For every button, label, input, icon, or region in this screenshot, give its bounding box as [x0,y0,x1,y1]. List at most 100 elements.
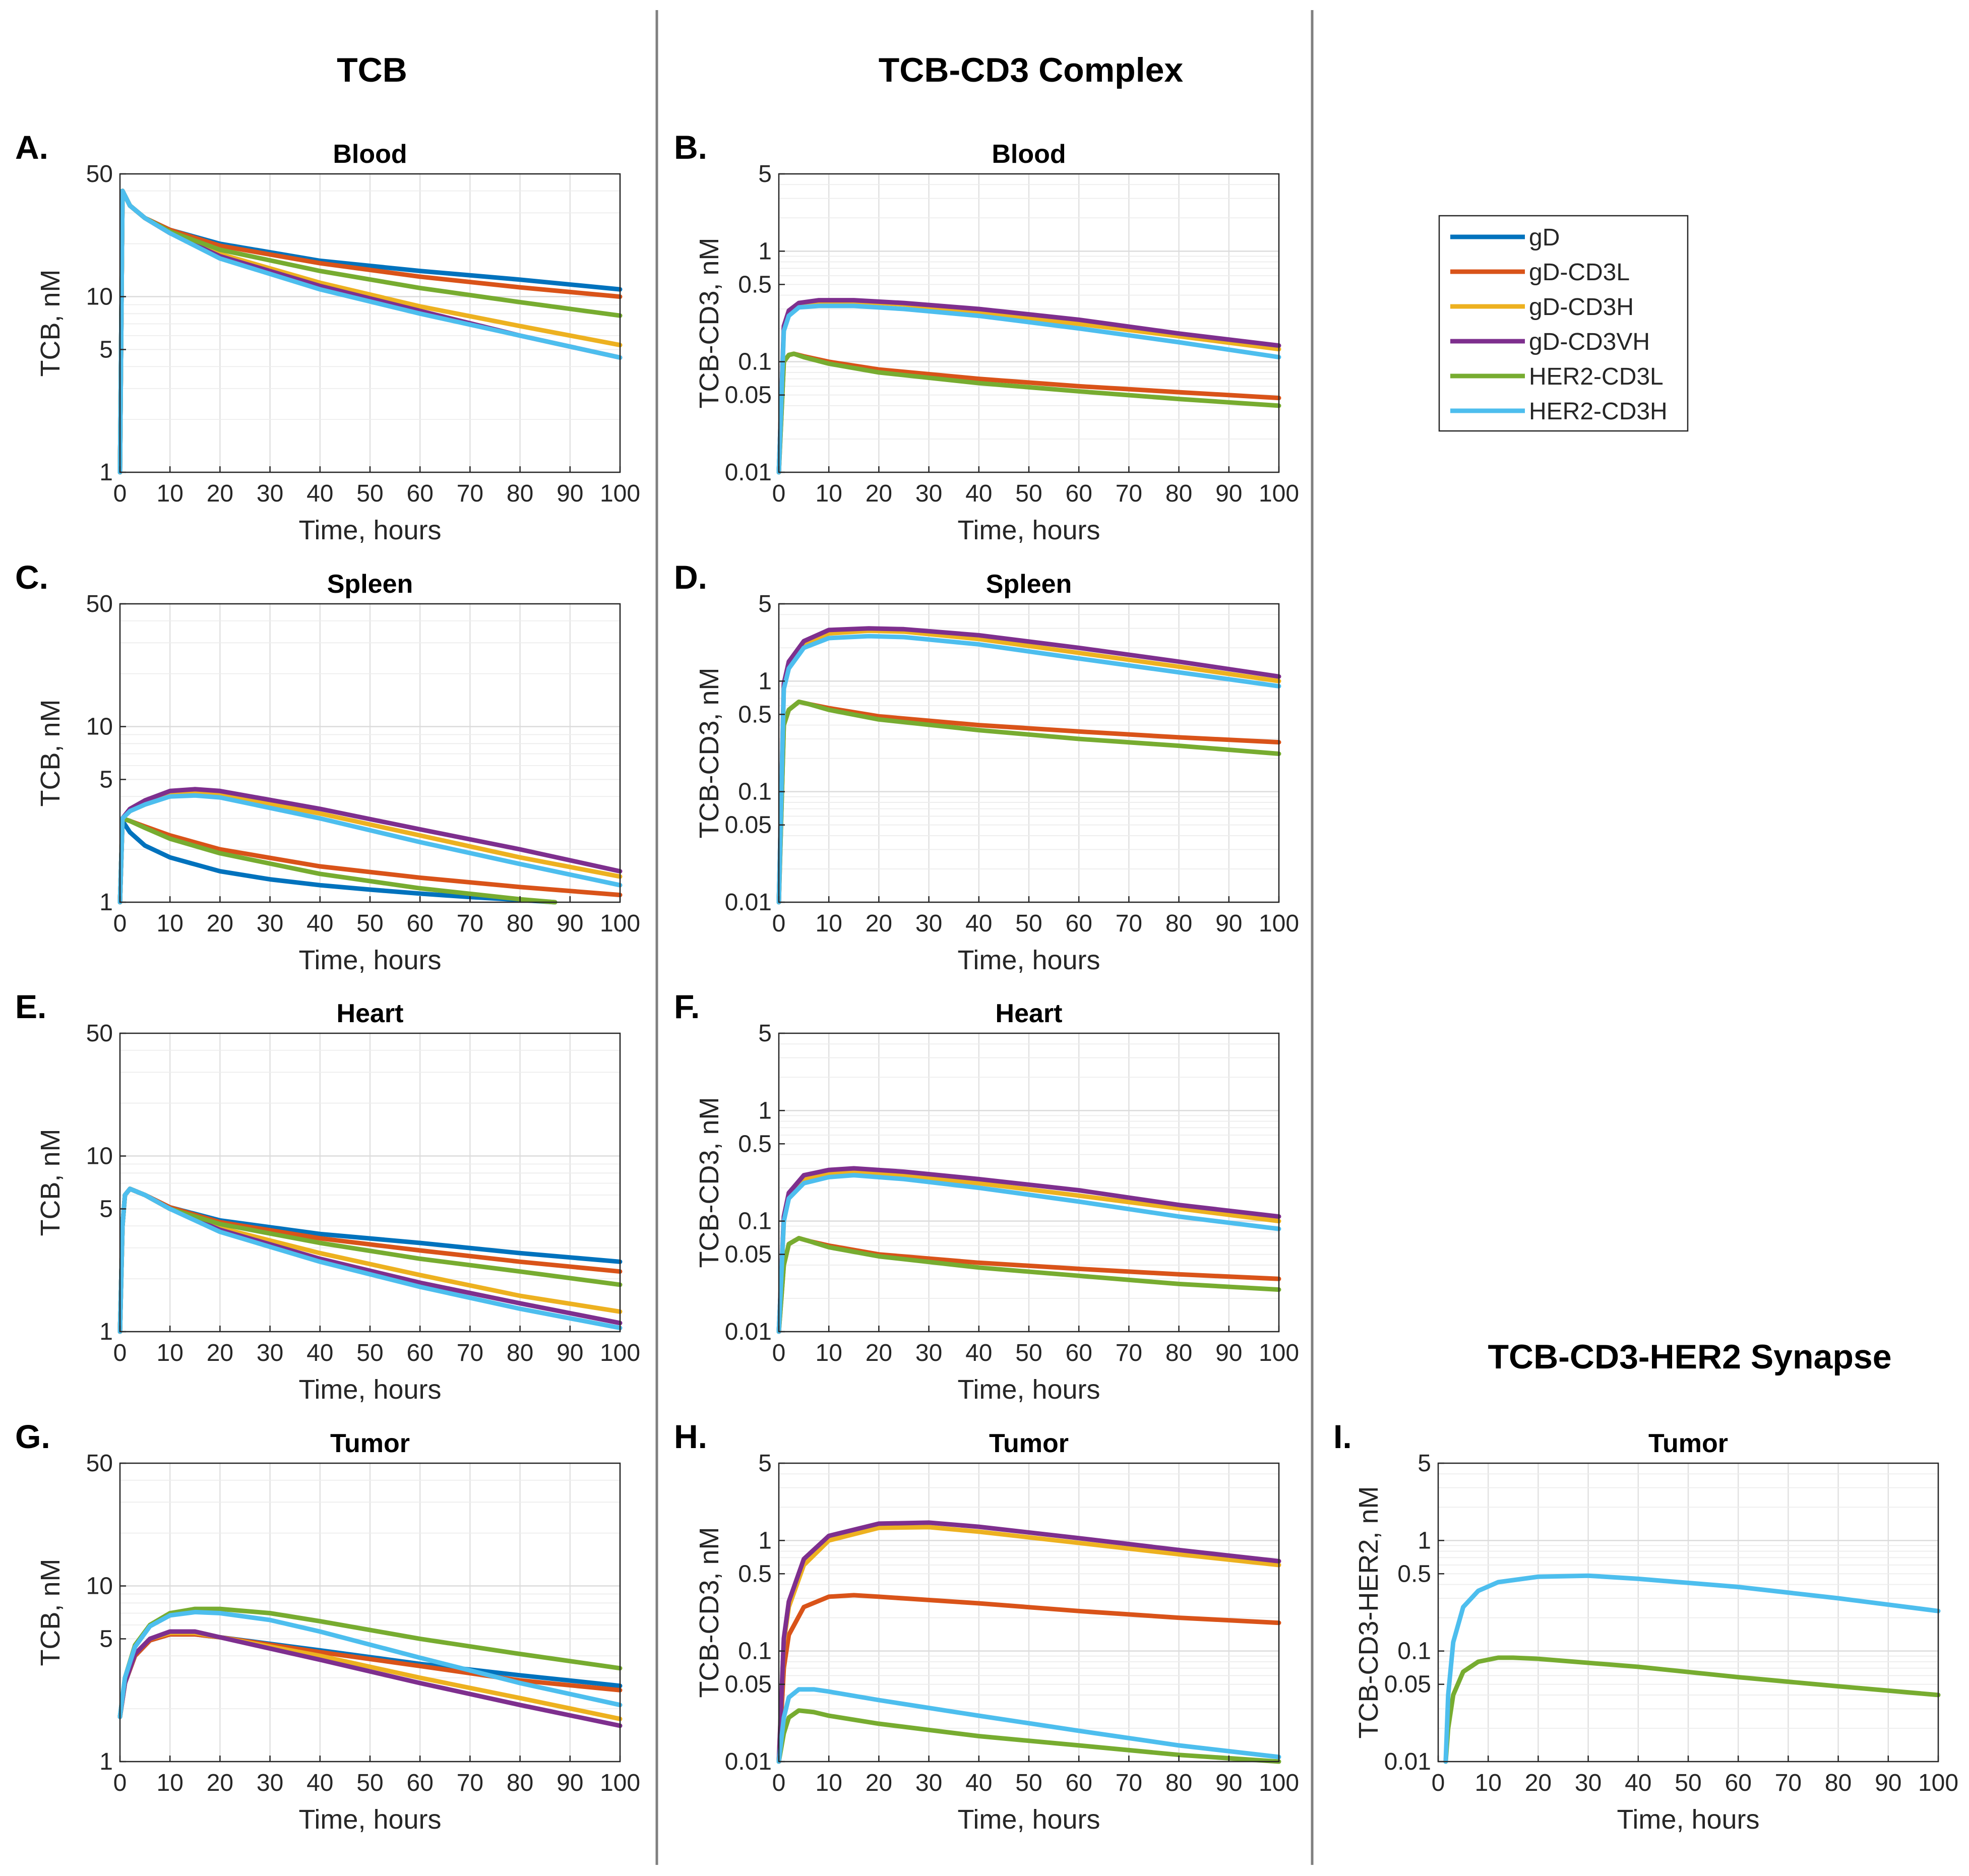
y-tick-label: 0.01 [725,1319,772,1345]
x-tick-label: 50 [1675,1770,1701,1796]
x-tick-label: 0 [772,910,786,937]
y-tick-label: 1 [758,668,772,695]
x-tick-label: 0 [772,1770,786,1796]
x-tick-label: 90 [1215,910,1242,937]
x-axis-label: Time, hours [957,945,1100,975]
x-tick-label: 100 [600,910,640,937]
x-tick-label: 80 [507,1340,533,1366]
x-tick-label: 30 [257,1340,283,1366]
x-tick-label: 60 [407,480,434,507]
x-tick-label: 30 [915,910,942,937]
y-tick-label: 10 [86,714,113,740]
x-tick-label: 90 [557,480,583,507]
panel-letter: C. [15,558,48,596]
legend-label: HER2-CD3H [1529,398,1668,425]
series-line-her2-cd3l [776,1236,1281,1334]
y-axis-label: TCB-CD3, nM [694,667,724,838]
y-tick-label: 0.01 [725,459,772,486]
x-tick-label: 80 [1165,1340,1192,1366]
x-tick-label: 20 [866,480,892,507]
series-line-her2-cd3l [776,351,1281,475]
panel-title: Blood [992,140,1066,169]
y-tick-label: 50 [86,1450,113,1477]
x-tick-label: 70 [457,1340,483,1366]
panel-letter: F. [674,988,700,1025]
grid [778,603,1280,903]
grid [119,173,621,473]
y-tick-label: 1 [758,1097,772,1124]
x-axis-label: Time, hours [298,1804,441,1835]
panel-title: Tumor [330,1429,410,1458]
legend-label: gD-CD3H [1529,294,1634,321]
x-tick-label: 10 [157,910,183,937]
x-tick-label: 10 [816,1340,842,1366]
x-tick-label: 10 [157,1340,183,1366]
series-line-gd-cd3l [776,1593,1281,1764]
y-tick-label: 0.5 [738,1131,772,1157]
x-tick-label: 90 [1215,1770,1242,1796]
x-tick-label: 40 [965,910,992,937]
x-tick-label: 90 [1875,1770,1901,1796]
x-axis-label: Time, hours [957,515,1100,545]
x-tick-label: 80 [1165,1770,1192,1796]
y-tick-label: 0.1 [738,1208,772,1235]
y-tick-label: 0.5 [738,701,772,728]
x-tick-label: 70 [1116,1770,1142,1796]
x-tick-label: 40 [1625,1770,1651,1796]
y-tick-label: 0.1 [738,779,772,805]
panel-letter: I. [1333,1418,1352,1455]
x-tick-label: 80 [1165,910,1192,937]
panel-i: 0 10 20 30 40 50 60 70 80 90 100 0.01 0.05 0.1 0.5 1 5 Tu… [1333,1418,1958,1835]
legend-item-her2-cd3l: HER2-CD3L [1450,363,1664,390]
x-tick-label: 60 [1066,1770,1092,1796]
x-tick-label: 80 [1165,480,1192,507]
x-tick-label: 40 [965,480,992,507]
y-tick-label: 5 [1418,1450,1431,1477]
grid [119,603,621,903]
y-tick-label: 5 [758,161,772,187]
y-tick-label: 0.1 [1397,1638,1431,1665]
x-axis-label: Time, hours [298,945,441,975]
x-tick-label: 10 [816,480,842,507]
y-tick-label: 5 [99,766,113,793]
series-line-her2-cd3h [117,793,623,905]
x-tick-label: 0 [113,1340,127,1366]
y-tick-label: 10 [86,1573,113,1600]
panel-title: Heart [337,999,404,1028]
x-tick-label: 10 [816,910,842,937]
series-line-her2-cd3l [776,699,1281,905]
panel-a: 0 10 20 30 40 50 60 70 80 90 100 1 5 10 50 Blood Time, h… [15,129,640,545]
x-tick-label: 90 [1215,1340,1242,1366]
x-tick-label: 0 [1432,1770,1445,1796]
x-tick-label: 90 [1215,480,1242,507]
x-tick-label: 0 [113,480,127,507]
y-tick-label: 50 [86,161,113,187]
x-tick-label: 70 [457,480,483,507]
panel-title: Blood [333,140,407,169]
y-tick-label: 1 [1418,1527,1431,1554]
x-tick-label: 50 [356,1770,383,1796]
panel-h: 0 10 20 30 40 50 60 70 80 90 100 0.01 0.05 0.1 0.5 1 5 Tu… [674,1418,1299,1835]
panel-letter: A. [15,129,48,166]
x-tick-label: 60 [1066,480,1092,507]
x-tick-label: 100 [600,480,640,507]
series-line-her2-cd3h [776,1173,1281,1334]
y-axis-label: TCB, nM [35,269,66,377]
x-tick-label: 70 [1116,910,1142,937]
panel-letter: D. [674,558,707,596]
y-axis-label: TCB, nM [35,1558,66,1666]
panel-f: 0 10 20 30 40 50 60 70 80 90 100 0.01 0.05 0.1 0.5 1 5 He… [674,988,1299,1405]
legend-label: gD [1529,224,1560,251]
x-axis-label: Time, hours [298,1374,441,1405]
y-axis-label: TCB, nM [35,1129,66,1236]
x-tick-label: 30 [915,480,942,507]
legend-label: gD-CD3L [1529,259,1630,286]
panel-letter: G. [15,1418,50,1455]
series-line-her2-cd3h [776,634,1281,905]
series-line-her2-cd3h [117,189,623,475]
x-tick-label: 10 [157,480,183,507]
y-axis-label: TCB-CD3, nM [694,1527,724,1698]
y-tick-label: 10 [86,284,113,310]
panel-title: Tumor [1648,1429,1728,1458]
